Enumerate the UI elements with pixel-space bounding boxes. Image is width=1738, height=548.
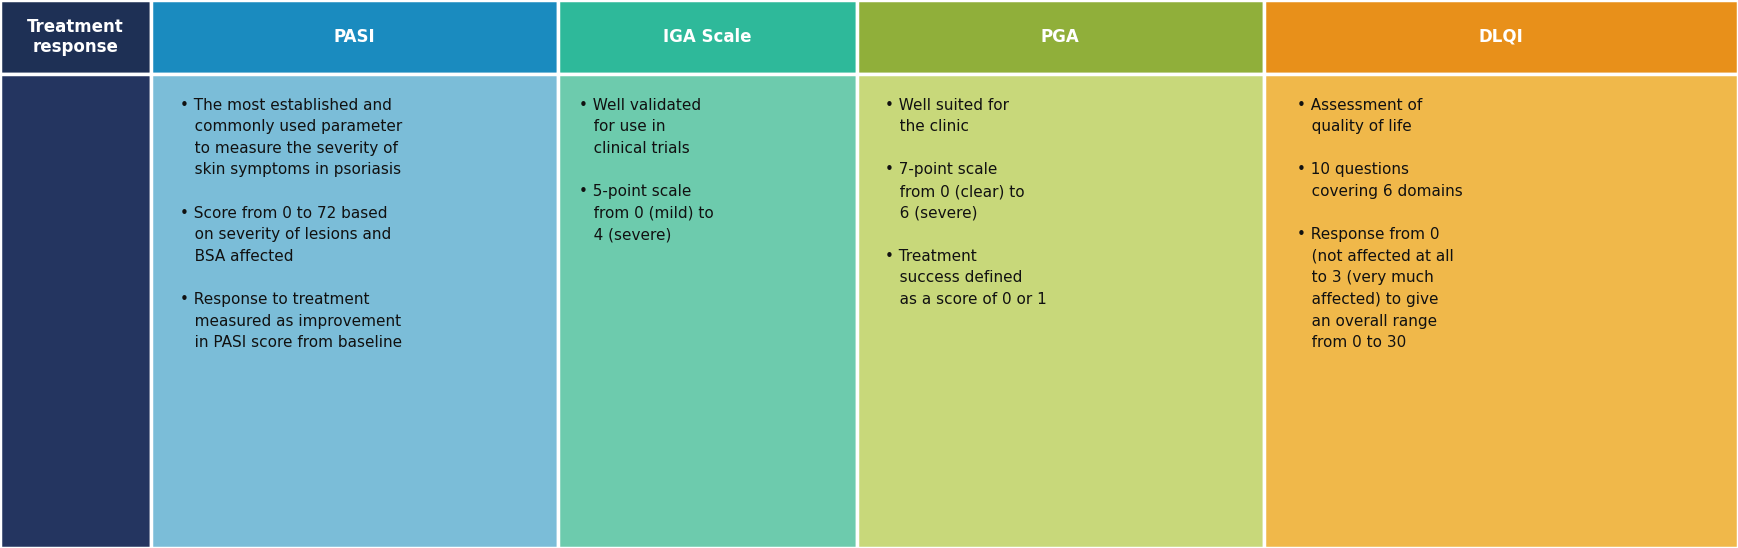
Bar <box>558 0 857 74</box>
Bar <box>857 74 1264 548</box>
Text: • Well suited for
   the clinic

• 7-point scale
   from 0 (clear) to
   6 (seve: • Well suited for the clinic • 7-point s… <box>885 98 1046 307</box>
Bar <box>0 74 151 548</box>
Text: Treatment
response: Treatment response <box>28 18 123 56</box>
Bar <box>558 74 857 548</box>
Text: • The most established and
   commonly used parameter
   to measure the severity: • The most established and commonly used… <box>179 98 401 350</box>
Bar <box>151 0 558 74</box>
Text: PGA: PGA <box>1041 28 1079 46</box>
Text: • Well validated
   for use in
   clinical trials

• 5-point scale
   from 0 (mi: • Well validated for use in clinical tri… <box>579 98 714 242</box>
Bar <box>151 74 558 548</box>
Bar <box>1264 0 1738 74</box>
Text: IGA Scale: IGA Scale <box>664 28 751 46</box>
Bar <box>1264 74 1738 548</box>
Text: • Assessment of
   quality of life

• 10 questions
   covering 6 domains

• Resp: • Assessment of quality of life • 10 que… <box>1297 98 1462 350</box>
Text: DLQI: DLQI <box>1479 28 1522 46</box>
Text: PASI: PASI <box>334 28 375 46</box>
Bar <box>857 0 1264 74</box>
Bar <box>0 0 151 74</box>
